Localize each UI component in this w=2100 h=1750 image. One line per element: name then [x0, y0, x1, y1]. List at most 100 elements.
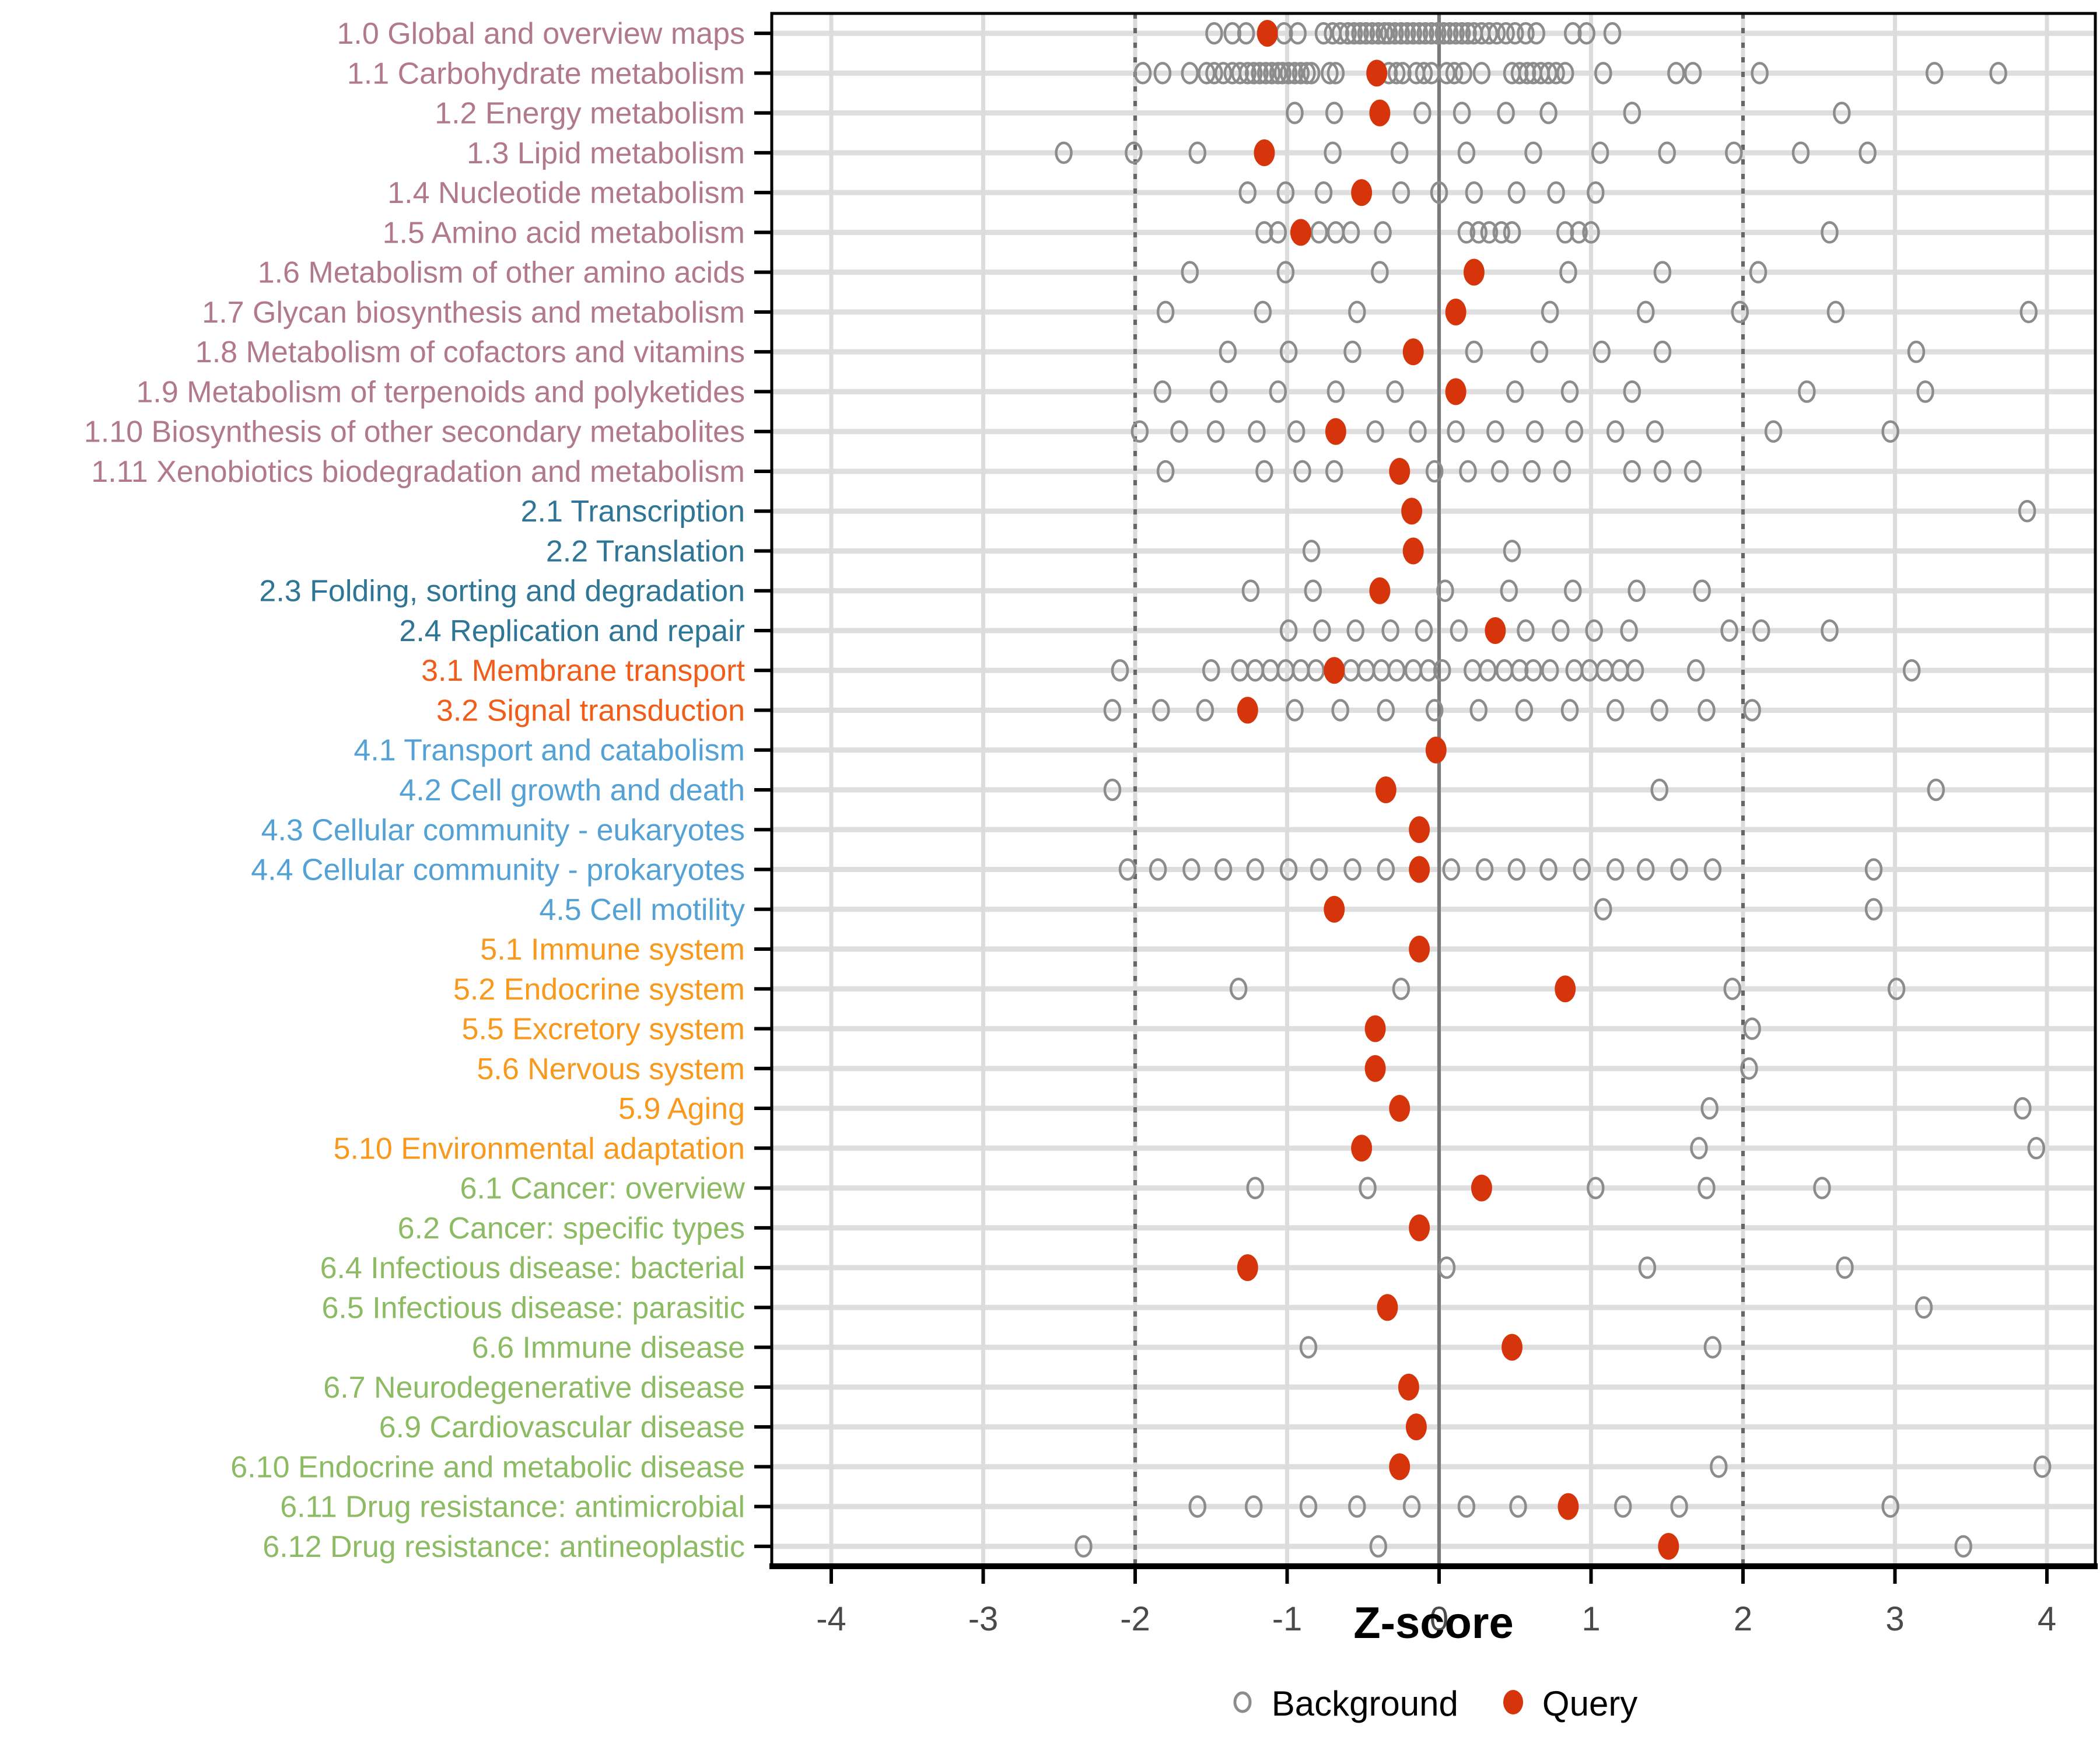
y-axis-label: 1.11 Xenobiotics biodegradation and meta…: [91, 455, 745, 489]
background-point: [1510, 659, 1529, 682]
background-point: [1205, 62, 1223, 85]
background-point: [1149, 858, 1167, 881]
query-point: [1366, 60, 1388, 87]
background-point: [1902, 659, 1921, 682]
query-point: [1324, 657, 1345, 684]
y-axis-label: 4.2 Cell growth and death: [399, 774, 745, 807]
open-circle-icon: [1230, 1689, 1255, 1718]
y-axis-label: 5.9 Aging: [618, 1092, 745, 1126]
background-point: [1205, 22, 1223, 45]
background-point: [1488, 22, 1506, 45]
background-point: [1269, 380, 1287, 403]
query-point: [1558, 1493, 1579, 1520]
background-point: [1392, 22, 1410, 45]
background-point: [1454, 62, 1472, 85]
query-point: [1256, 20, 1278, 47]
background-point: [1430, 181, 1448, 204]
background-point: [1302, 540, 1321, 562]
query-point: [1502, 1334, 1523, 1361]
background-point: [1650, 699, 1668, 722]
background-point: [1653, 460, 1672, 483]
query-point: [1409, 816, 1430, 844]
background-point: [1425, 699, 1444, 722]
background-point: [1313, 619, 1331, 642]
background-point: [1391, 141, 1409, 164]
background-point: [1522, 460, 1541, 483]
background-point: [1517, 22, 1535, 45]
background-point: [1530, 340, 1549, 363]
background-point: [1286, 102, 1304, 124]
background-point: [1764, 420, 1783, 443]
background-point: [1524, 659, 1542, 682]
background-point: [1725, 141, 1743, 164]
background-point: [1507, 181, 1526, 204]
y-axis-label: 6.6 Immune disease: [472, 1331, 745, 1365]
background-point: [1515, 699, 1534, 722]
background-point: [1276, 261, 1295, 284]
background-point: [1103, 699, 1122, 722]
background-point: [1425, 460, 1444, 483]
background-point: [1392, 181, 1410, 204]
background-point: [1500, 579, 1518, 602]
background-point: [1594, 898, 1612, 921]
background-point: [1348, 1495, 1366, 1518]
background-point: [1626, 659, 1644, 682]
query-point: [1325, 418, 1346, 445]
background-point: [1287, 420, 1306, 443]
background-point: [1686, 659, 1705, 682]
background-point: [1331, 22, 1349, 45]
background-point: [1915, 1296, 1933, 1319]
background-point: [1255, 221, 1273, 244]
background-point: [1314, 22, 1333, 45]
background-point: [1565, 420, 1584, 443]
query-point: [1351, 179, 1373, 206]
background-point: [1723, 978, 1742, 1000]
background-point: [1459, 22, 1477, 45]
background-point: [2014, 1097, 2032, 1120]
background-point: [1219, 340, 1237, 363]
background-point: [1299, 1336, 1318, 1359]
background-point: [1152, 699, 1170, 722]
background-point: [1299, 1495, 1318, 1518]
y-axis-label: 1.2 Energy metabolism: [435, 97, 745, 131]
background-point: [1864, 858, 1883, 881]
background-point: [1585, 619, 1603, 642]
x-tick-label: -1: [1272, 1600, 1303, 1638]
background-point: [1743, 699, 1761, 722]
background-point: [1457, 221, 1476, 244]
background-point: [1326, 62, 1345, 85]
background-point: [1269, 62, 1287, 85]
background-point: [1263, 62, 1281, 85]
background-point: [1628, 579, 1646, 602]
y-axis-label: 2.4 Replication and repair: [399, 614, 745, 648]
y-axis-label: 1.3 Lipid metabolism: [467, 136, 745, 170]
y-axis-label: 1.9 Metabolism of terpenoids and polyket…: [136, 375, 745, 409]
background-point: [1363, 22, 1381, 45]
background-point: [1387, 62, 1406, 85]
background-point: [1371, 261, 1389, 284]
legend-item-background: Background: [1230, 1684, 1458, 1724]
background-point: [1437, 62, 1456, 85]
y-axis-label: 5.10 Environmental adaptation: [334, 1132, 745, 1166]
background-point: [1927, 778, 1945, 802]
y-axis-label: 6.10 Endocrine and metabolic disease: [230, 1450, 745, 1484]
query-point: [1237, 1254, 1258, 1282]
background-point: [1465, 340, 1483, 363]
background-point: [1413, 102, 1432, 124]
background-point: [1343, 858, 1362, 881]
background-point: [1587, 1177, 1605, 1199]
background-point: [1381, 619, 1399, 642]
query-point: [1389, 1095, 1410, 1122]
background-point: [1255, 460, 1273, 483]
background-point: [1527, 22, 1545, 45]
background-point: [1684, 62, 1702, 85]
background-point: [1343, 340, 1362, 363]
background-point: [1447, 22, 1465, 45]
background-point: [2033, 1455, 2052, 1478]
background-point: [1246, 1177, 1265, 1199]
x-tick-label: 2: [1734, 1600, 1752, 1638]
background-point: [1286, 62, 1304, 85]
background-point: [1133, 62, 1152, 85]
background-point: [1524, 141, 1542, 164]
background-point: [2020, 300, 2038, 324]
